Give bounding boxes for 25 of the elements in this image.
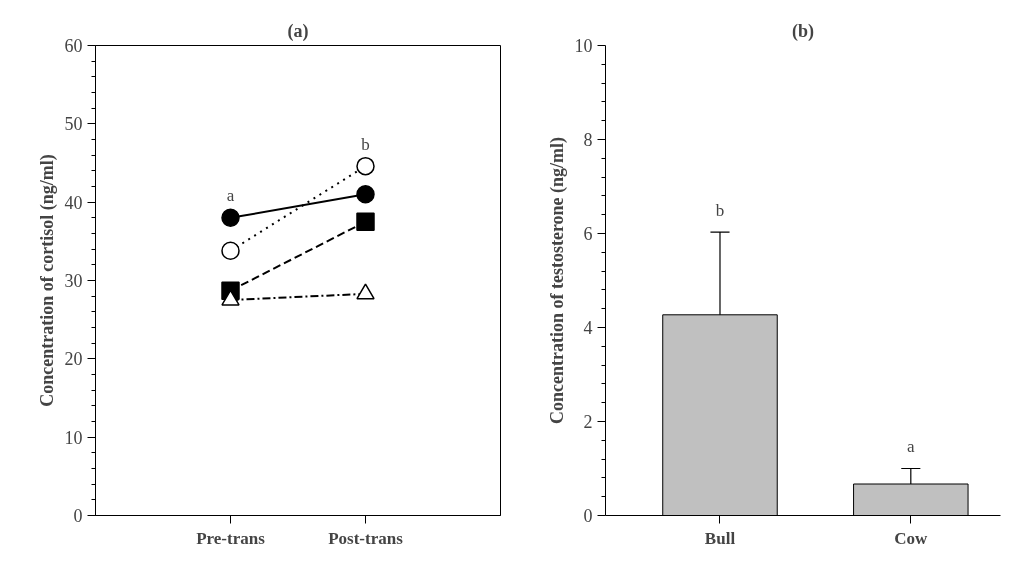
y-tick-label: 50 — [64, 114, 83, 135]
y-tick-label: 0 — [73, 506, 83, 526]
x-tick-label: Pre-trans — [196, 528, 266, 548]
y-axis-title: Concentration of testosterone (ng/ml) — [546, 136, 568, 425]
y-tick-label: 40 — [64, 192, 83, 213]
y-tick-label: 10 — [64, 427, 83, 448]
x-tick-label: Post-trans — [328, 528, 404, 548]
y-axis-title: Concentration of cortisol (ng/ml) — [36, 154, 58, 407]
y-tick-label: 2 — [583, 412, 593, 432]
x-tick-label: Bull — [704, 528, 736, 548]
y-tick-label: 10 — [574, 36, 593, 56]
chart-title: (a) — [287, 20, 309, 42]
y-tick-label: 20 — [64, 349, 83, 370]
annotation: b — [361, 134, 370, 154]
x-tick-label: Cow — [894, 528, 929, 548]
y-tick-label: 0 — [583, 506, 593, 526]
chart-title: (b) — [792, 20, 815, 42]
y-tick-label: 30 — [64, 271, 83, 291]
y-tick-label: 60 — [64, 36, 83, 56]
y-tick-label: 6 — [583, 224, 593, 244]
annotation: b — [715, 200, 725, 220]
annotation: a — [226, 186, 235, 206]
y-tick-label: 4 — [583, 318, 593, 338]
annotation: a — [907, 437, 916, 456]
y-tick-label: 8 — [583, 130, 593, 150]
